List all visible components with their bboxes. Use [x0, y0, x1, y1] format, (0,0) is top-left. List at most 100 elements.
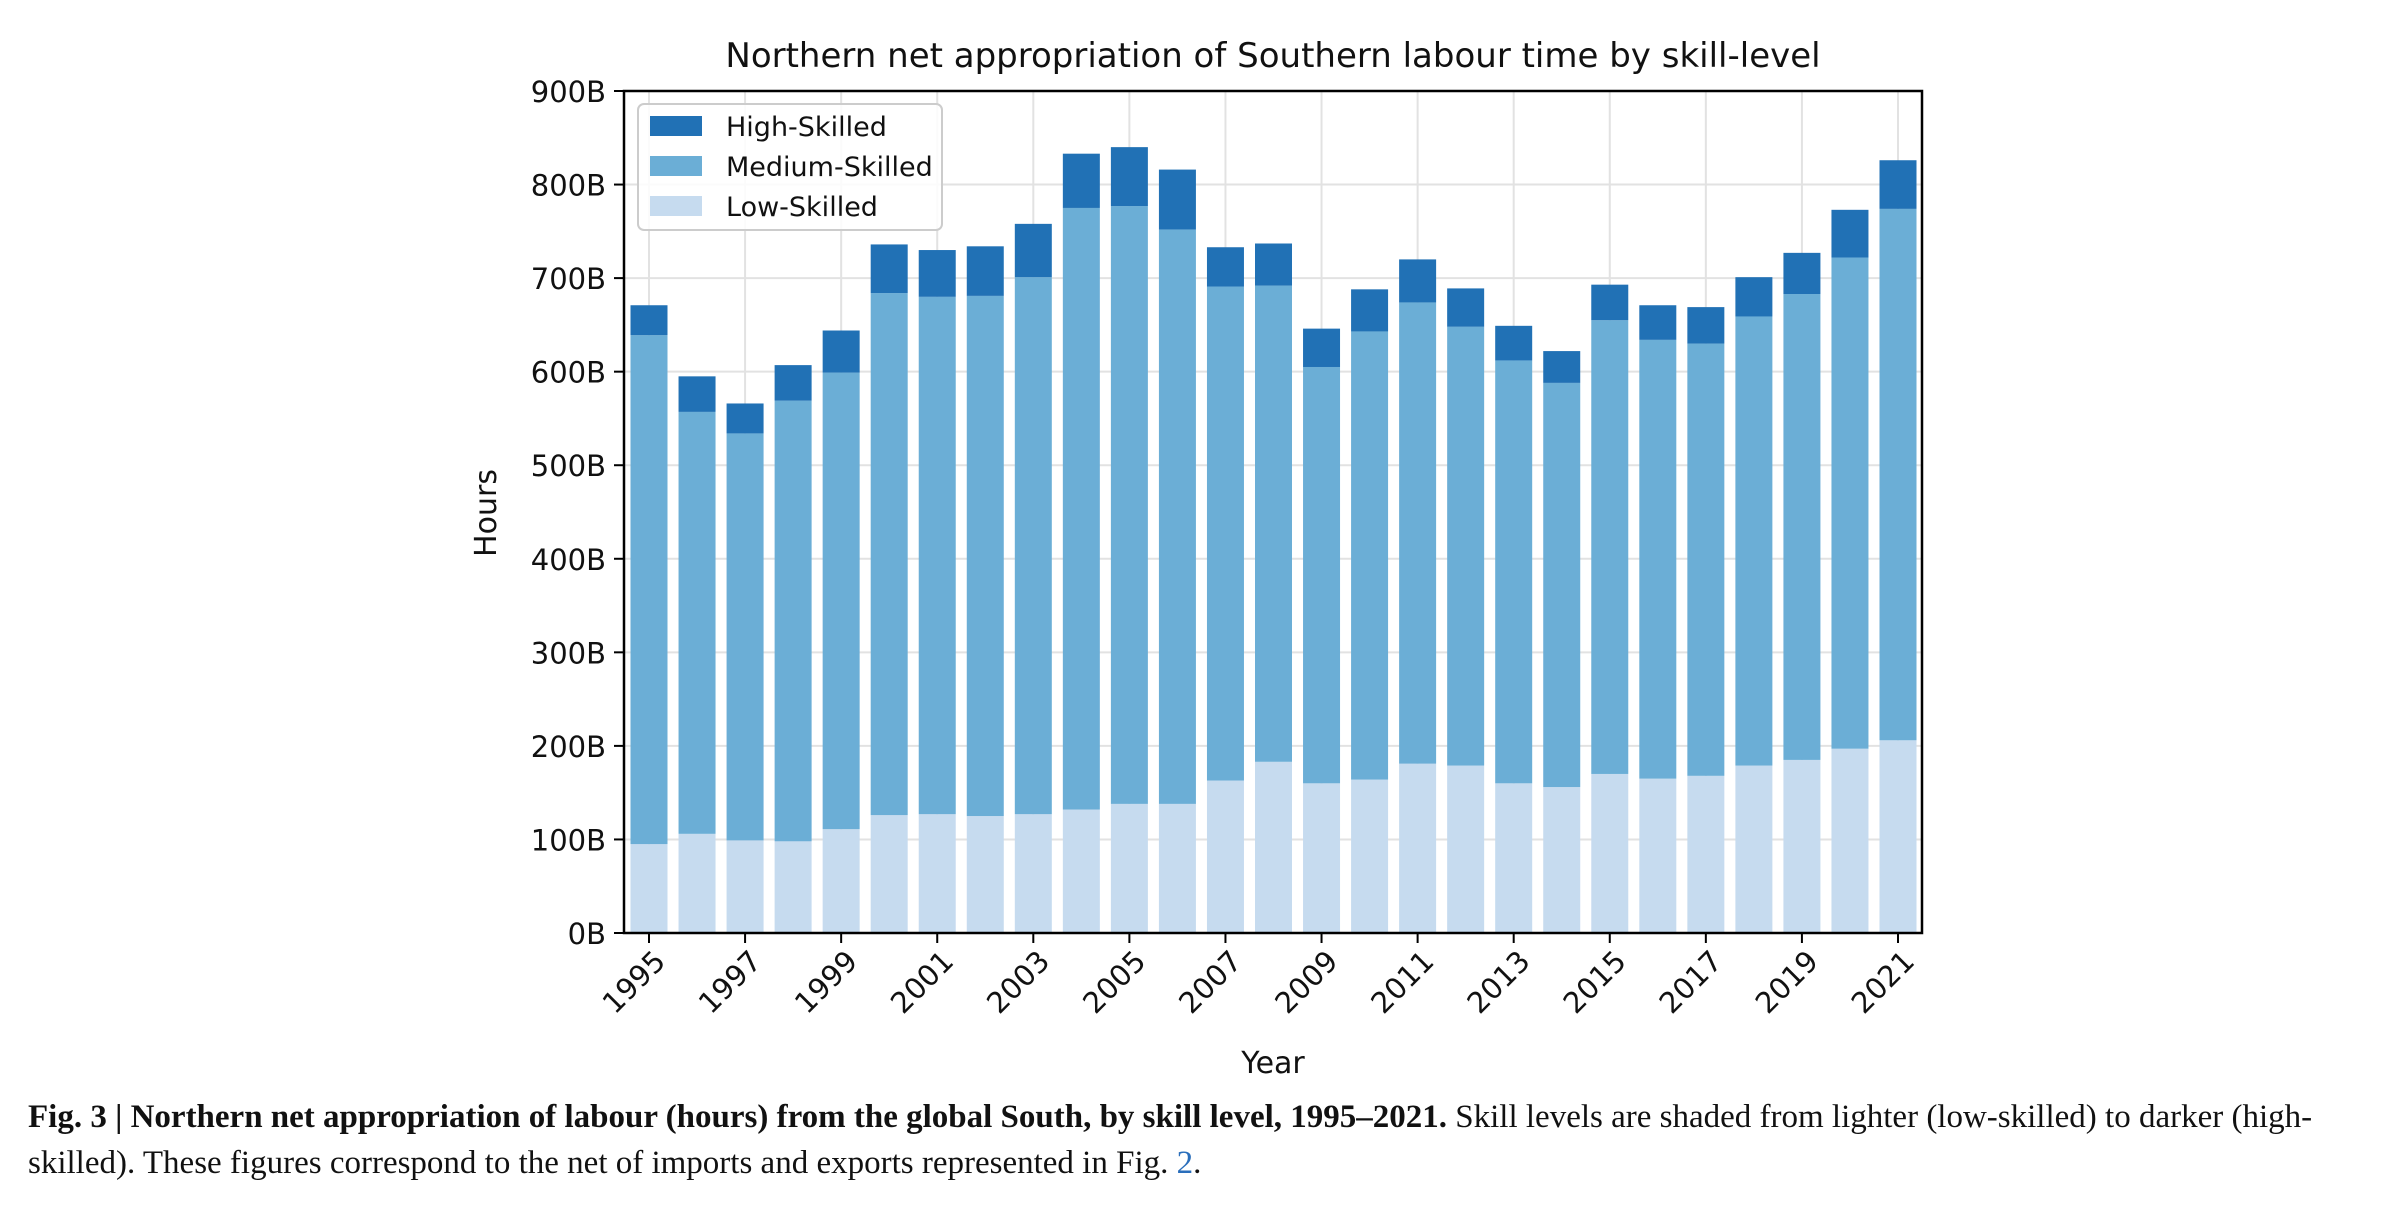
plot-frame: [622, 89, 1924, 935]
bar-low-skilled-2013: [1495, 783, 1533, 933]
bar-medium-skilled-1996: [678, 411, 716, 834]
legend-swatch-medium-skilled: [650, 156, 702, 176]
caption-text: Skill levels are shaded from lighter (lo…: [28, 1099, 2313, 1181]
bar-medium-skilled-2012: [1447, 326, 1485, 766]
bar-medium-skilled-2015: [1591, 320, 1629, 774]
bar-high-skilled-2010: [1351, 289, 1389, 332]
bar-high-skilled-2014: [1543, 351, 1581, 383]
x-tick-label: 2015: [1556, 944, 1632, 1020]
bar-medium-skilled-2013: [1495, 360, 1533, 784]
bar-high-skilled-2016: [1639, 305, 1677, 340]
bar-low-skilled-1999: [822, 829, 860, 933]
bar-high-skilled-2020: [1831, 209, 1869, 258]
legend-swatch-high-skilled: [650, 116, 702, 136]
bar-low-skilled-1995: [630, 844, 668, 933]
legend-box: [637, 103, 943, 231]
bar-medium-skilled-2005: [1110, 206, 1148, 804]
bar-medium-skilled-2009: [1303, 366, 1341, 784]
caption-end: .: [1193, 1145, 1202, 1181]
bar-high-skilled-1996: [678, 376, 716, 412]
bar-medium-skilled-2004: [1062, 207, 1100, 810]
bar-high-skilled-2017: [1687, 307, 1725, 344]
bar-low-skilled-2005: [1110, 803, 1148, 933]
bar-high-skilled-1998: [774, 365, 812, 401]
bar-low-skilled-2008: [1255, 761, 1292, 933]
x-tick-label: 2009: [1268, 944, 1344, 1020]
legend: High-Skilled Medium-Skilled Low-Skilled: [637, 103, 943, 231]
bar-medium-skilled-2021: [1879, 208, 1917, 741]
y-tick-label: 200B: [531, 730, 606, 764]
bar-low-skilled-2018: [1735, 765, 1773, 933]
bar-low-skilled-2001: [918, 814, 956, 933]
bar-low-skilled-2006: [1158, 803, 1196, 933]
bar-low-skilled-2002: [966, 816, 1004, 933]
figure-link[interactable]: 2: [1176, 1145, 1194, 1181]
bar-high-skilled-2002: [966, 246, 1004, 296]
bar-medium-skilled-2007: [1206, 286, 1244, 781]
y-tick-label: 300B: [531, 636, 606, 670]
bar-low-skilled-2003: [1014, 814, 1052, 933]
bar-high-skilled-2009: [1303, 328, 1341, 367]
stacked-bar-chart: 0B 100B 200B 300B 400B 500B 600B 700B 800B 900B 19…: [469, 36, 1924, 1080]
bar-low-skilled-2010: [1351, 779, 1389, 933]
x-tick-label: 1999: [788, 944, 864, 1020]
legend-label-medium-skilled: Medium-Skilled: [726, 152, 933, 183]
bar-high-skilled-2012: [1447, 288, 1485, 327]
bar-low-skilled-2007: [1206, 780, 1244, 933]
bars: [630, 147, 1917, 933]
legend-label-high-skilled: High-Skilled: [726, 112, 887, 143]
bar-medium-skilled-2017: [1687, 343, 1725, 776]
bar-high-skilled-2008: [1255, 243, 1292, 286]
bar-low-skilled-2012: [1447, 765, 1485, 933]
y-axis-label: Hours: [469, 469, 504, 557]
legend-label-low-skilled: Low-Skilled: [726, 192, 878, 223]
y-tick-label: 100B: [531, 823, 606, 857]
bar-medium-skilled-2000: [870, 293, 908, 816]
bar-medium-skilled-1997: [726, 433, 764, 841]
bar-medium-skilled-2020: [1831, 257, 1869, 749]
bar-high-skilled-2000: [870, 244, 908, 294]
bar-low-skilled-2014: [1543, 787, 1581, 933]
y-tick-label: 900B: [531, 75, 606, 109]
bar-low-skilled-1996: [678, 833, 716, 933]
bar-high-skilled-2013: [1495, 325, 1533, 361]
y-tick-label: 400B: [531, 543, 606, 577]
bar-low-skilled-2017: [1687, 775, 1725, 933]
bar-high-skilled-2003: [1014, 223, 1052, 278]
bar-high-skilled-2018: [1735, 277, 1773, 317]
bar-medium-skilled-2011: [1399, 302, 1437, 764]
y-tick-label: 500B: [531, 449, 606, 483]
y-tick-label: 0B: [568, 917, 606, 951]
bar-high-skilled-2021: [1879, 160, 1917, 209]
bar-high-skilled-2005: [1110, 147, 1148, 207]
bar-low-skilled-2016: [1639, 778, 1677, 933]
bar-low-skilled-2009: [1303, 783, 1341, 933]
bar-medium-skilled-2003: [1014, 277, 1052, 815]
caption-label: Fig. 3 | Northern net appropriation of l…: [28, 1099, 1448, 1135]
bar-high-skilled-2007: [1206, 247, 1244, 287]
bar-low-skilled-1998: [774, 841, 812, 933]
y-tick-label: 800B: [531, 169, 606, 203]
bar-medium-skilled-2006: [1158, 229, 1196, 804]
bar-medium-skilled-2001: [918, 296, 956, 815]
x-tick-label: 2021: [1845, 944, 1921, 1020]
bar-medium-skilled-1998: [774, 400, 812, 842]
bar-medium-skilled-2019: [1783, 294, 1821, 760]
figure-caption: Fig. 3 | Northern net appropriation of l…: [28, 1094, 2368, 1186]
bar-low-skilled-2015: [1591, 773, 1629, 933]
chart-title: Northern net appropriation of Southern l…: [725, 36, 1820, 76]
x-tick-label: 2019: [1749, 944, 1825, 1020]
bar-high-skilled-2004: [1062, 153, 1100, 208]
x-tick-label: 1995: [596, 944, 672, 1020]
bar-high-skilled-2011: [1399, 259, 1437, 303]
y-tick-label: 600B: [531, 356, 606, 390]
bar-high-skilled-2019: [1783, 252, 1821, 295]
bar-medium-skilled-2008: [1255, 285, 1292, 762]
x-tick-label: 2005: [1076, 944, 1152, 1020]
bar-low-skilled-2021: [1879, 740, 1917, 933]
bar-low-skilled-1997: [726, 840, 764, 933]
bar-low-skilled-2011: [1399, 763, 1437, 933]
y-tick-label: 700B: [531, 262, 606, 296]
x-axis-label: Year: [1240, 1046, 1305, 1080]
bar-high-skilled-2001: [918, 250, 956, 297]
